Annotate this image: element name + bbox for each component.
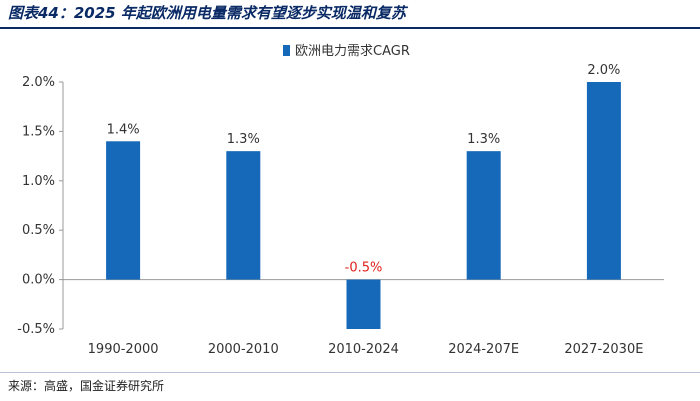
- y-tick-label: 0.5%: [22, 223, 55, 238]
- y-tick-label: 2.0%: [22, 75, 55, 90]
- x-tick-label: 2027-2030E: [564, 342, 643, 357]
- data-label: 1.4%: [107, 122, 140, 137]
- bar-2010-2024: [346, 279, 381, 329]
- y-tick-label: -0.5%: [17, 322, 55, 337]
- data-label: 1.3%: [227, 132, 260, 147]
- bar-2024-207E: [466, 151, 501, 280]
- bar-chart: -0.5% 0.0% 0.5% 1.0% 1.5% 2.0% 1.4% 1.3% -0.5% 1…: [17, 44, 664, 357]
- y-tick-label: 1.5%: [22, 124, 55, 139]
- legend-label: 欧洲电力需求CAGR: [295, 44, 410, 59]
- data-label: 2.0%: [587, 63, 620, 78]
- y-tick-label: 1.0%: [22, 174, 55, 189]
- x-tick-label: 1990-2000: [88, 342, 159, 357]
- x-tick-label: 2000-2010: [208, 342, 279, 357]
- y-tick-label: 0.0%: [22, 273, 55, 288]
- x-tick-label: 2010-2024: [328, 342, 399, 357]
- bar-2027-2030E: [586, 82, 621, 280]
- source-note: 来源：高盛，国金证券研究所: [8, 379, 165, 393]
- source-divider: [0, 372, 700, 373]
- chart-legend: 欧洲电力需求CAGR: [283, 44, 410, 59]
- title-divider: [0, 27, 700, 29]
- legend-swatch: [283, 45, 290, 56]
- data-label: -0.5%: [345, 261, 383, 276]
- x-tick-label: 2024-207E: [448, 342, 519, 357]
- figure-title: 图表44：2025 年起欧洲用电量需求有望逐步实现温和复苏: [8, 4, 406, 22]
- bar-1990-2000: [106, 141, 141, 280]
- data-label: 1.3%: [467, 132, 500, 147]
- bar-2000-2010: [226, 151, 261, 280]
